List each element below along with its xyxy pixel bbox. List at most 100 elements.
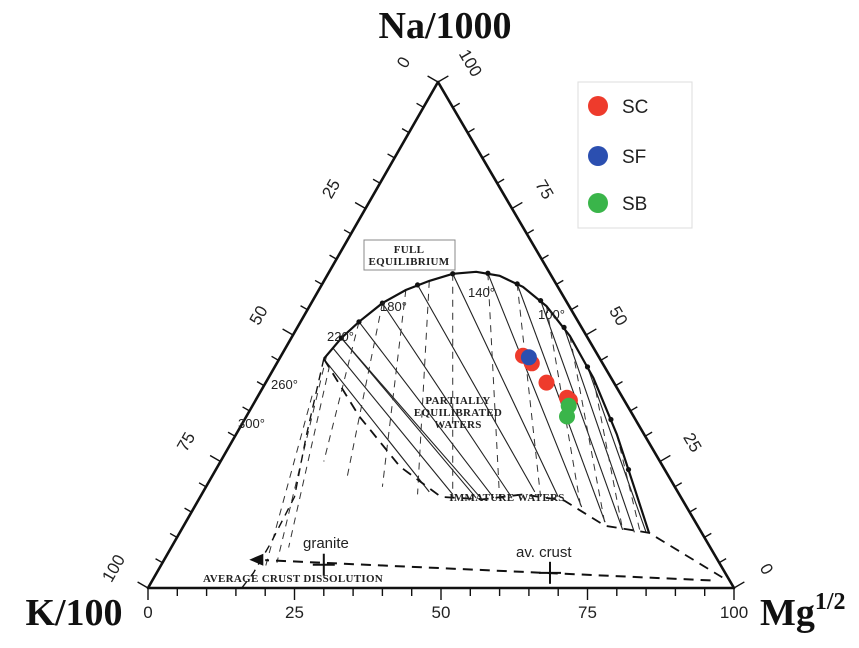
isotherm-line [540, 300, 624, 530]
isotherm-line [332, 347, 454, 495]
right-tick [541, 254, 549, 260]
isotherm-line [358, 321, 495, 499]
left-tick [427, 75, 439, 83]
left-tick [209, 454, 221, 463]
mixing-line [516, 283, 542, 497]
right-tick [511, 201, 523, 210]
mixing-line [616, 434, 641, 533]
bottom-tick-label: 25 [285, 603, 304, 622]
isotherm-line [487, 273, 583, 508]
partial-label-2: EQUILIBRATED [414, 407, 502, 419]
left-tick-label: 50 [246, 302, 272, 328]
curve-marker [450, 271, 456, 277]
right-tick [437, 75, 449, 83]
left-tick [155, 558, 163, 564]
right-tick-label: 25 [679, 430, 705, 456]
immature-boundary [323, 358, 723, 579]
right-tick [452, 102, 461, 108]
left-tick [169, 532, 178, 539]
mixing-line [323, 321, 360, 462]
temp-label-220: 220° [327, 329, 354, 344]
vertex-label-right-sup: 1/2 [815, 589, 846, 615]
curve-marker [561, 324, 567, 331]
legend-marker-sf [588, 146, 608, 166]
curve-marker [414, 282, 421, 288]
right-tick [556, 279, 564, 286]
left-tick [314, 279, 323, 286]
immature-label: IMMATURE WATERS [449, 492, 564, 504]
curve-marker [584, 364, 591, 370]
legend: SC SF SB [577, 81, 693, 229]
equilibrium-curves [241, 270, 723, 589]
right-tick [630, 406, 638, 412]
left-tick [242, 406, 250, 412]
right-tick-label: 100 [455, 46, 486, 80]
data-point-sf [520, 349, 537, 366]
left-tick-label: 75 [173, 429, 199, 455]
temp-label-260: 260° [271, 377, 298, 392]
right-tick [526, 229, 535, 235]
right-tick [689, 507, 697, 513]
granite-label: granite [303, 535, 349, 552]
curve-marker [538, 297, 544, 304]
isotherm-line [563, 327, 635, 533]
left-tick [372, 178, 381, 184]
crust-arrowhead [249, 553, 264, 566]
right-tick-label: 0 [756, 560, 777, 578]
isotherm-line [417, 284, 536, 493]
temp-label-140: 140° [468, 285, 495, 300]
left-tick [354, 201, 366, 210]
right-tick [615, 380, 623, 387]
legend-label-sc: SC [622, 97, 648, 118]
dissolution-label: AVERAGE CRUST DISSOLUTION [203, 573, 383, 585]
temp-label-100: 100° [538, 307, 565, 322]
curve-marker [608, 416, 614, 423]
legend-marker-sc [588, 96, 608, 116]
full-equilibrium-label-1: FULL [394, 244, 425, 256]
mixing-line [487, 273, 501, 499]
temp-label-180: 180° [380, 299, 407, 314]
vertex-label-left: K/100 [25, 592, 122, 634]
equilibration-grid [264, 273, 647, 568]
right-tick [467, 127, 475, 134]
left-tick [227, 431, 236, 437]
left-tick [282, 328, 294, 336]
vertex-label-right: Mg1/2 [760, 589, 846, 634]
right-tick [704, 532, 712, 539]
left-tick-label: 0 [393, 54, 414, 72]
legend-label-sf: SF [622, 147, 646, 168]
bottom-tick-label: 75 [578, 603, 597, 622]
left-tick [343, 229, 352, 235]
mixing-line [569, 335, 606, 525]
left-tick [198, 482, 207, 488]
temp-label-300: 300° [238, 416, 265, 431]
crust-label: av. crust [516, 544, 572, 561]
crust-dissolution-line [265, 559, 711, 582]
right-tick [644, 431, 653, 437]
right-tick-label: 50 [605, 303, 631, 329]
isotherm-line [452, 273, 559, 498]
partial-label-1: PARTIALLY [425, 395, 490, 407]
isotherm-line [340, 337, 477, 499]
right-tick [600, 355, 609, 361]
right-tick [496, 178, 505, 184]
right-tick [674, 482, 683, 488]
left-tick-label: 100 [98, 551, 129, 585]
right-tick [585, 328, 597, 336]
legend-label-sb: SB [622, 194, 647, 215]
left-tick-label: 25 [318, 176, 344, 202]
vertex-label-right-base: Mg [760, 592, 815, 634]
curve-marker [514, 281, 520, 287]
mixing-line [346, 303, 383, 477]
data-points [515, 347, 578, 425]
curve-marker [356, 319, 362, 325]
full-equilibrium-label-2: EQUILIBRIUM [369, 256, 450, 268]
right-tick [482, 153, 490, 159]
left-tick [416, 102, 424, 108]
mixing-line [288, 365, 331, 548]
right-tick [733, 581, 745, 589]
right-tick-label: 75 [531, 177, 557, 203]
left-tick [401, 128, 410, 134]
isotherm-line [340, 337, 483, 500]
